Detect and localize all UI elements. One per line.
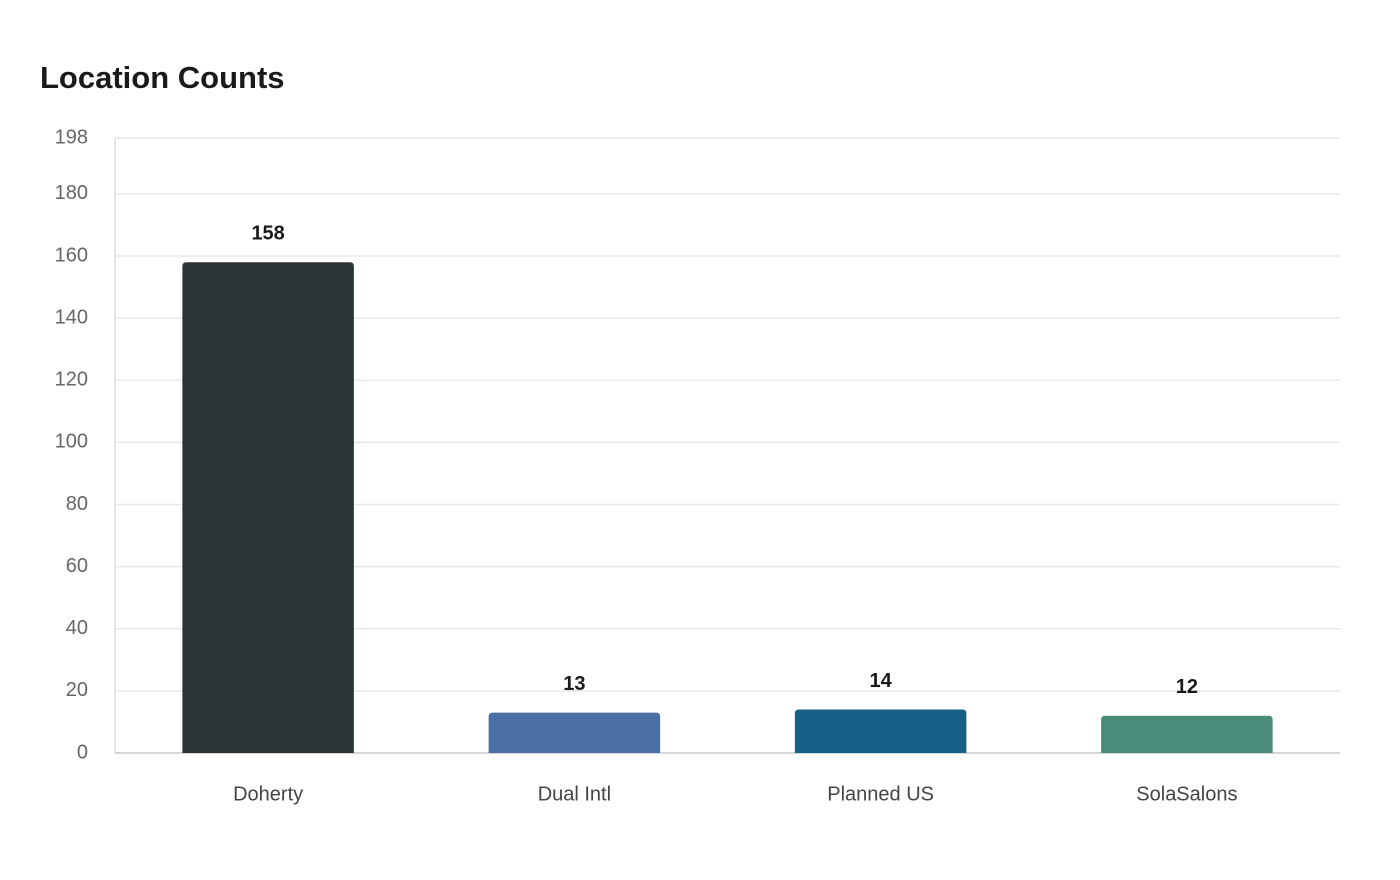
y-tick-label: 120 (55, 369, 88, 391)
value-label: 14 (870, 670, 893, 692)
y-tick-label: 40 (66, 617, 88, 639)
x-tick-label: SolaSalons (1136, 783, 1237, 805)
y-tick-label: 180 (55, 182, 88, 204)
bar (488, 712, 661, 753)
y-tick-label: 60 (66, 555, 88, 577)
x-tick-label: Dual Intl (538, 783, 611, 805)
y-tick-label: 160 (55, 244, 88, 266)
value-label: 12 (1176, 676, 1198, 698)
y-tick-label: 20 (66, 679, 88, 701)
y-tick-label: 198 (55, 126, 88, 148)
y-tick-label: 100 (55, 431, 88, 453)
bar (1101, 715, 1273, 753)
value-label: 13 (563, 673, 585, 695)
x-tick-label: Planned US (827, 783, 934, 805)
y-tick-label: 80 (66, 493, 88, 515)
value-label: 158 (251, 223, 284, 245)
chart-title: Location Counts (40, 60, 285, 95)
y-tick-label: 0 (77, 741, 88, 763)
bar (794, 709, 967, 753)
y-tick-label: 140 (55, 306, 88, 328)
x-tick-label: Doherty (233, 783, 303, 805)
bar (182, 262, 354, 753)
